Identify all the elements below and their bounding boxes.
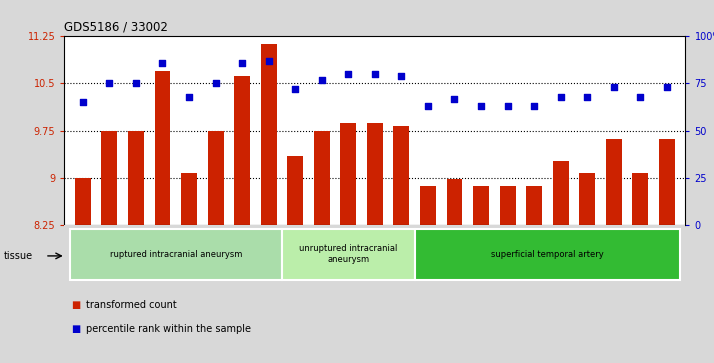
Point [263, 58, 274, 64]
Point [555, 94, 566, 99]
Bar [420, 186, 436, 225]
Bar [208, 131, 223, 225]
Point [289, 86, 301, 92]
Text: tissue: tissue [4, 251, 33, 261]
Point [502, 103, 513, 109]
Text: ■: ■ [71, 300, 81, 310]
Bar [287, 156, 303, 225]
Bar [101, 131, 117, 225]
Bar [659, 139, 675, 225]
Bar [393, 126, 409, 225]
Bar [367, 122, 383, 225]
Bar [75, 178, 91, 225]
Bar [500, 186, 516, 225]
Point [528, 103, 540, 109]
FancyBboxPatch shape [282, 229, 415, 280]
Bar [341, 123, 356, 225]
Bar [154, 71, 171, 225]
Bar [234, 76, 250, 225]
Point [476, 103, 487, 109]
Bar [605, 139, 622, 225]
Text: superficial temporal artery: superficial temporal artery [491, 250, 604, 258]
Point [157, 60, 169, 66]
Text: unruptured intracranial
aneurysm: unruptured intracranial aneurysm [299, 244, 398, 264]
Point [422, 103, 433, 109]
Point [396, 73, 407, 79]
FancyBboxPatch shape [69, 229, 282, 280]
FancyBboxPatch shape [415, 229, 680, 280]
Point [183, 94, 195, 99]
Point [210, 81, 221, 86]
Bar [579, 173, 595, 225]
Point [608, 84, 620, 90]
Point [635, 94, 646, 99]
Point [316, 77, 328, 83]
Text: ■: ■ [71, 323, 81, 334]
Point [77, 99, 89, 105]
Bar [553, 161, 568, 225]
Text: transformed count: transformed count [86, 300, 176, 310]
Bar [261, 45, 276, 225]
Text: ruptured intracranial aneurysm: ruptured intracranial aneurysm [109, 250, 242, 258]
Bar [181, 174, 197, 225]
Bar [313, 131, 330, 225]
Point [449, 96, 461, 102]
Text: GDS5186 / 33002: GDS5186 / 33002 [64, 21, 168, 34]
Point [369, 71, 381, 77]
Point [236, 60, 248, 66]
Point [661, 84, 673, 90]
Bar [446, 179, 463, 225]
Bar [473, 186, 489, 225]
Point [130, 81, 141, 86]
Text: percentile rank within the sample: percentile rank within the sample [86, 323, 251, 334]
Point [104, 81, 115, 86]
Bar [633, 173, 648, 225]
Bar [526, 186, 542, 225]
Point [343, 71, 354, 77]
Point [581, 94, 593, 99]
Bar [128, 131, 144, 225]
